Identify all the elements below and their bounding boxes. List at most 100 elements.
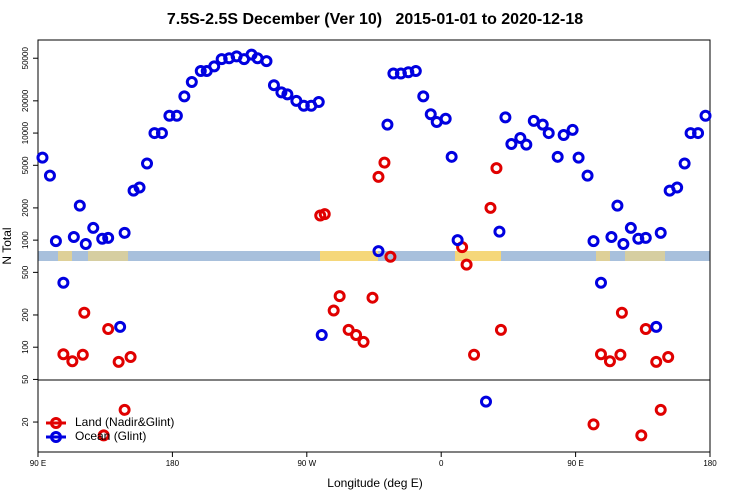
point (650, 320, 663, 333)
point (148, 127, 161, 140)
point (297, 99, 310, 112)
point (57, 276, 70, 289)
point (614, 348, 627, 361)
x-tick-label: 180 (166, 459, 180, 468)
point (572, 151, 585, 164)
y-tick-label: 100 (21, 340, 30, 354)
point (118, 403, 131, 416)
series (57, 156, 675, 442)
point (460, 258, 473, 271)
point (520, 138, 533, 151)
land-band (455, 251, 501, 261)
point (445, 150, 458, 163)
point (208, 60, 221, 73)
surface-band (38, 251, 710, 261)
point (112, 355, 125, 368)
legend-label: Land (Nadir&Glint) (75, 415, 174, 429)
land-band (320, 251, 378, 261)
y-tick-label: 2000 (21, 198, 30, 216)
x-axis-label: Longitude (deg E) (327, 476, 422, 490)
legend-marker (50, 431, 62, 443)
point (114, 320, 127, 333)
point (557, 128, 570, 141)
point (587, 235, 600, 248)
point (566, 123, 579, 136)
point (594, 276, 607, 289)
point (587, 418, 600, 431)
point (118, 226, 131, 239)
point (684, 127, 697, 140)
y-tick-label: 200 (21, 308, 30, 322)
point (650, 355, 663, 368)
point (494, 323, 507, 336)
point (57, 348, 70, 361)
point (66, 355, 79, 368)
point (357, 335, 370, 348)
point (155, 127, 168, 140)
land-band (58, 251, 72, 261)
point (617, 238, 630, 251)
point (267, 79, 280, 92)
point (611, 199, 624, 212)
point (378, 156, 391, 169)
y-tick-label: 500 (21, 265, 30, 279)
point (350, 329, 363, 342)
point (141, 157, 154, 170)
y-tick-label: 20000 (21, 89, 30, 112)
point (581, 169, 594, 182)
point (671, 181, 684, 194)
x-tick-label: 90 E (567, 459, 583, 468)
point (78, 306, 91, 319)
point (603, 355, 616, 368)
point (170, 109, 183, 122)
point (417, 90, 430, 103)
point (499, 111, 512, 124)
chart-title: 7.5S-2.5S December (Ver 10) 2015-01-01 t… (167, 11, 583, 28)
point (542, 127, 555, 140)
point (315, 329, 328, 342)
point (699, 109, 712, 122)
point (366, 291, 379, 304)
point (505, 138, 518, 151)
legend: Land (Nadir&Glint)Ocean (Glint) (46, 415, 174, 443)
point (451, 234, 464, 247)
point (635, 429, 648, 442)
point (409, 64, 422, 77)
point (480, 395, 492, 408)
point (318, 208, 331, 221)
series (36, 48, 712, 408)
point (194, 64, 207, 77)
point (327, 304, 340, 317)
point (381, 118, 394, 131)
point (312, 96, 325, 109)
point (49, 235, 62, 248)
point (372, 245, 385, 258)
point (387, 67, 400, 80)
point (73, 199, 86, 212)
point (333, 290, 346, 303)
point (67, 230, 80, 243)
land-band (625, 251, 665, 261)
y-tick-label: 5000 (21, 156, 30, 174)
point (594, 348, 607, 361)
point (372, 170, 385, 183)
point (124, 350, 137, 363)
point (102, 322, 115, 335)
point (260, 55, 273, 68)
point (163, 109, 176, 122)
point (468, 348, 481, 361)
point (536, 118, 549, 131)
legend-marker (50, 417, 62, 429)
point (424, 108, 437, 121)
point (43, 169, 56, 182)
y-tick-label: 10000 (21, 121, 30, 144)
point (484, 201, 497, 214)
y-tick-label: 50000 (21, 47, 30, 70)
y-tick-label: 20 (21, 417, 30, 426)
point (662, 350, 675, 363)
point (692, 127, 705, 140)
point (281, 88, 294, 101)
point (615, 306, 628, 319)
point (493, 225, 506, 238)
